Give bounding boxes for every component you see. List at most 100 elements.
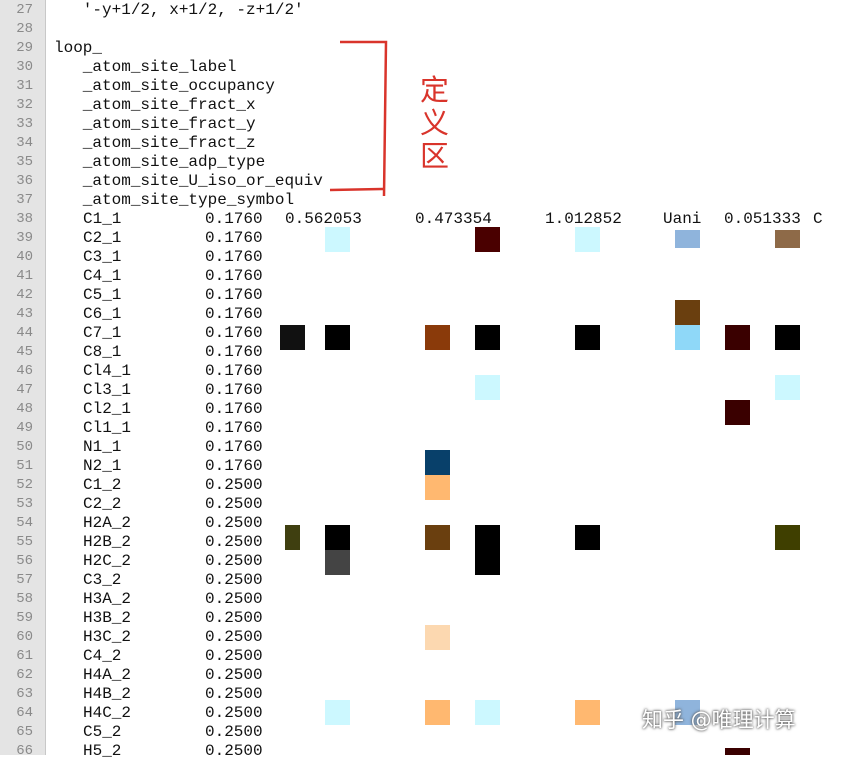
line-number: 53 <box>16 496 33 512</box>
code-line: 36 _atom_site_U_iso_or_equiv <box>0 172 849 191</box>
code-cell: C4_1 <box>83 267 122 285</box>
code-cell: C1_1 <box>83 210 122 228</box>
code-cell: H3C_2 <box>83 628 132 646</box>
line-number: 49 <box>16 420 33 436</box>
code-line: 51 N2_1 0.1760 <box>0 457 849 476</box>
line-number: 45 <box>16 344 33 360</box>
code-cell: 1.012852 <box>545 210 622 228</box>
code-cell: 0.2500 <box>205 628 263 646</box>
code-cell: 0.2500 <box>205 666 263 684</box>
code-text: _atom_site_occupancy <box>54 77 275 95</box>
code-cell: C7_1 <box>83 324 122 342</box>
code-cell: C5_1 <box>83 286 122 304</box>
mosaic-block <box>675 300 700 325</box>
line-number: 38 <box>16 211 33 227</box>
code-cell: C3_1 <box>83 248 122 266</box>
code-cell: 0.1760 <box>205 381 263 399</box>
line-number: 47 <box>16 382 33 398</box>
mosaic-block <box>575 700 600 725</box>
line-number: 48 <box>16 401 33 417</box>
code-line: 34 _atom_site_fract_z <box>0 134 849 153</box>
mosaic-block <box>575 227 600 252</box>
code-text: _atom_site_fract_z <box>54 134 256 152</box>
mosaic-block <box>425 700 450 725</box>
annotation-label: 定义区 <box>420 73 450 173</box>
mosaic-block <box>325 325 350 350</box>
code-line: 39 C2_1 0.1760 <box>0 229 849 248</box>
code-cell: 0.2500 <box>205 571 263 589</box>
code-cell: Cl2_1 <box>83 400 132 418</box>
code-cell: 0.473354 <box>415 210 492 228</box>
code-cell: 0.1760 <box>205 400 263 418</box>
code-cell: C3_2 <box>83 571 122 589</box>
line-number-gutter <box>0 0 46 755</box>
code-line: 45 C8_1 0.1760 <box>0 343 849 362</box>
mosaic-block <box>725 400 750 425</box>
code-line: 57 C3_2 0.2500 <box>0 571 849 590</box>
code-cell: 0.2500 <box>205 723 263 741</box>
code-cell: 0.1760 <box>205 419 263 437</box>
line-number: 32 <box>16 97 33 113</box>
code-cell: 0.2500 <box>205 552 263 570</box>
code-text: _atom_site_fract_y <box>54 115 256 133</box>
code-cell: 0.1760 <box>205 438 263 456</box>
mosaic-block <box>675 700 700 725</box>
line-number: 30 <box>16 59 33 75</box>
code-cell: 0.1760 <box>205 324 263 342</box>
code-line: 47 Cl3_1 0.1760 <box>0 381 849 400</box>
code-cell: 0.1760 <box>205 457 263 475</box>
mosaic-block <box>775 230 800 248</box>
line-number: 50 <box>16 439 33 455</box>
code-cell: Cl3_1 <box>83 381 132 399</box>
mosaic-block <box>425 325 450 350</box>
code-cell: 0.2500 <box>205 533 263 551</box>
code-line: 52 C1_2 0.2500 <box>0 476 849 495</box>
mosaic-block <box>325 227 350 252</box>
code-cell: N1_1 <box>83 438 122 456</box>
code-text: _atom_site_U_iso_or_equiv <box>54 172 323 190</box>
line-number: 64 <box>16 705 33 721</box>
code-cell: Uani <box>663 210 702 228</box>
code-line: 55 H2B_2 0.2500 <box>0 533 849 552</box>
code-cell: C4_2 <box>83 647 122 665</box>
code-text: '-y+1/2, x+1/2, -z+1/2' <box>54 1 304 19</box>
line-number: 60 <box>16 629 33 645</box>
code-cell: 0.1760 <box>205 248 263 266</box>
code-cell: 0.2500 <box>205 590 263 608</box>
code-cell: 0.2500 <box>205 495 263 513</box>
code-cell: C2_1 <box>83 229 122 247</box>
code-text: _atom_site_label <box>54 58 237 76</box>
line-number: 42 <box>16 287 33 303</box>
code-cell: H3A_2 <box>83 590 132 608</box>
code-line: 38 C1_1 0.1760 0.562053 0.473354 1.012852 Uani… <box>0 210 849 229</box>
code-cell: C8_1 <box>83 343 122 361</box>
line-number: 44 <box>16 325 33 341</box>
code-line: 32 _atom_site_fract_x <box>0 96 849 115</box>
line-number: 59 <box>16 610 33 626</box>
mosaic-block <box>475 700 500 725</box>
code-line: 65 C5_2 0.2500 <box>0 723 849 742</box>
code-cell: 0.1760 <box>205 229 263 247</box>
code-line: 31 _atom_site_occupancy <box>0 77 849 96</box>
code-line: 46 Cl4_1 0.1760 <box>0 362 849 381</box>
mosaic-block <box>475 525 500 575</box>
code-cell: C <box>813 210 823 228</box>
code-cell: 0.1760 <box>205 210 263 228</box>
mosaic-block <box>725 325 750 350</box>
line-number: 62 <box>16 667 33 683</box>
line-number: 56 <box>16 553 33 569</box>
code-cell: H2C_2 <box>83 552 132 570</box>
code-cell: 0.1760 <box>205 362 263 380</box>
code-cell: 0.2500 <box>205 609 263 627</box>
code-cell: H4A_2 <box>83 666 132 684</box>
code-line: 43 C6_1 0.1760 <box>0 305 849 324</box>
code-cell: 0.2500 <box>205 514 263 532</box>
code-line: 60 H3C_2 0.2500 <box>0 628 849 647</box>
code-cell: H4C_2 <box>83 704 132 722</box>
line-number: 35 <box>16 154 33 170</box>
code-line: 42 C5_1 0.1760 <box>0 286 849 305</box>
code-line: 62 H4A_2 0.2500 <box>0 666 849 685</box>
code-line: 49 Cl1_1 0.1760 <box>0 419 849 438</box>
mosaic-block <box>425 450 450 475</box>
